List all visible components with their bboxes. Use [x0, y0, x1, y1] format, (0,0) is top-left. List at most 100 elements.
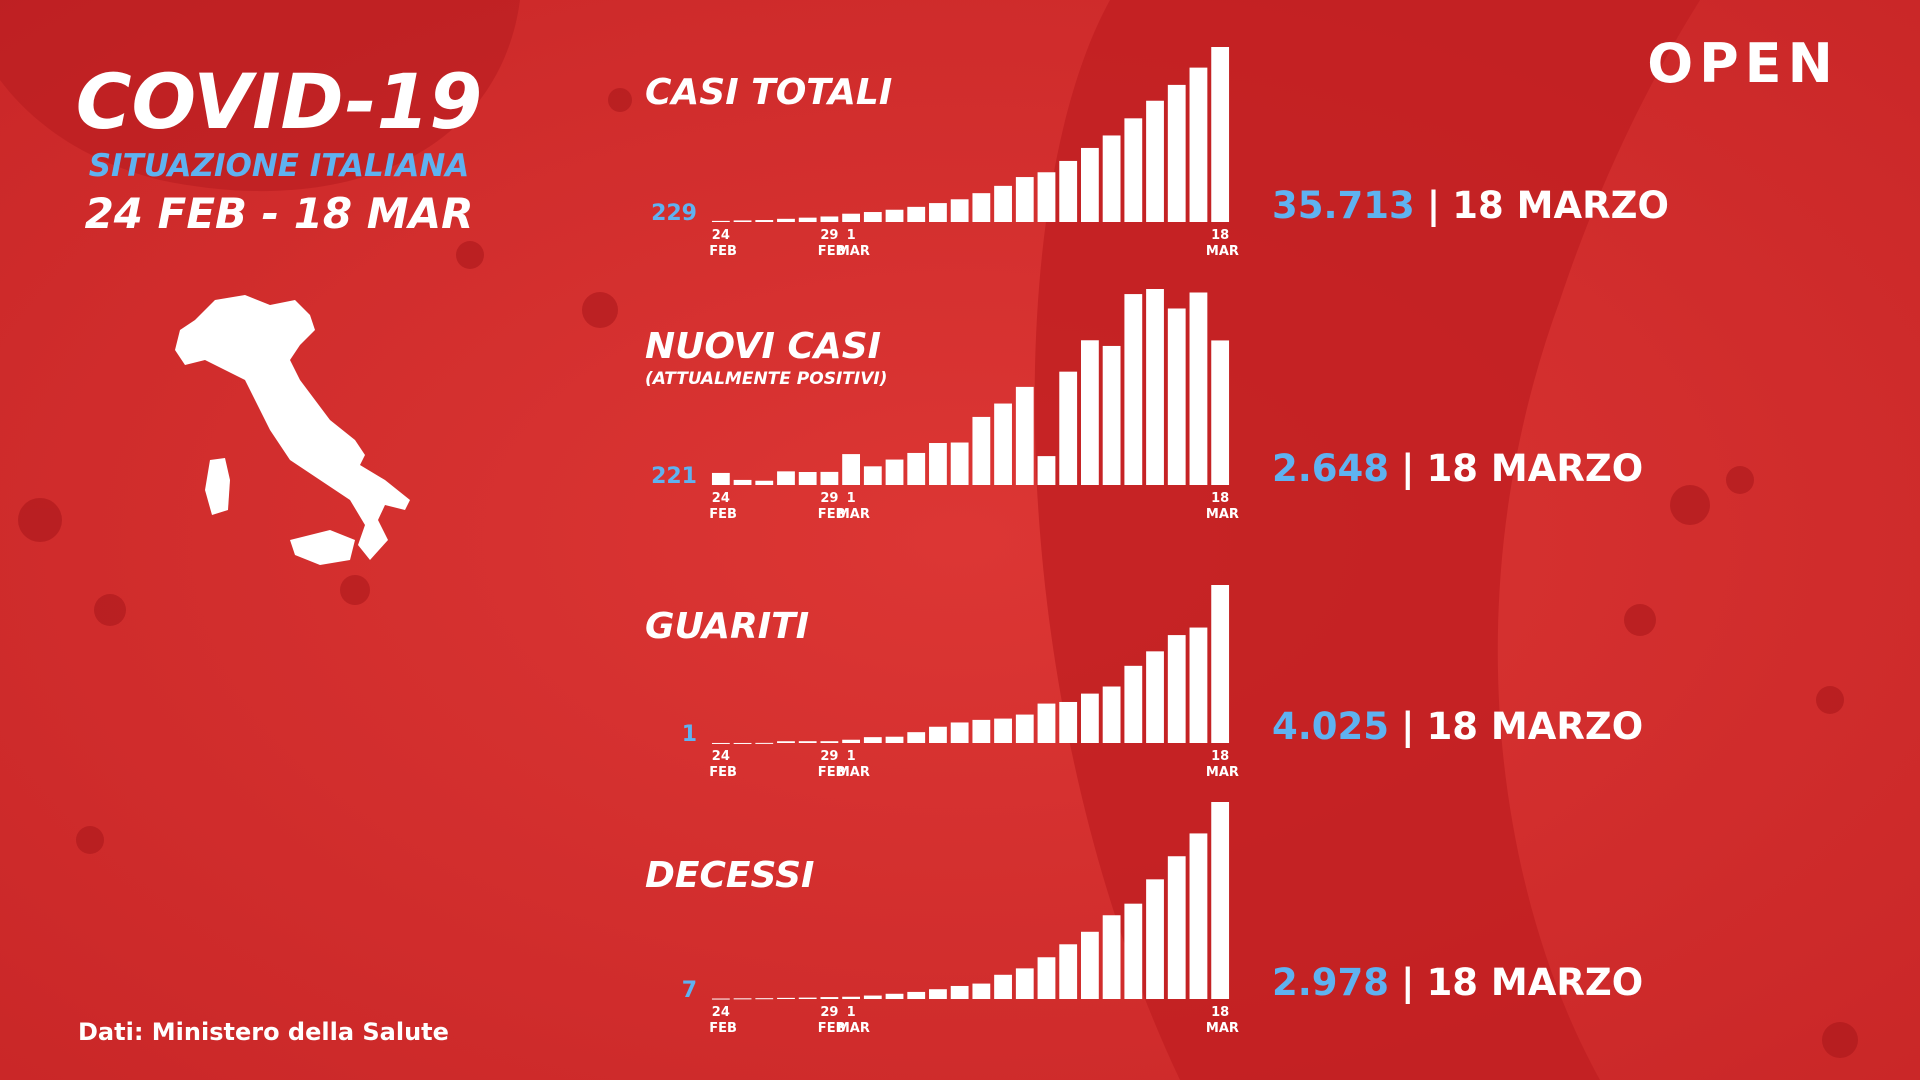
bar	[1124, 903, 1143, 999]
bar	[885, 209, 904, 222]
highlight-date: 18 MARZO	[1427, 705, 1644, 748]
highlight-separator: |	[1401, 705, 1415, 748]
bar	[950, 985, 969, 999]
bar	[777, 741, 795, 743]
bar	[863, 212, 882, 222]
bar	[1211, 802, 1230, 999]
background-shape	[0, 0, 520, 192]
period: 24 FEB - 18 MAR	[85, 189, 474, 238]
highlight-separator: |	[1427, 184, 1441, 227]
bar	[1167, 308, 1186, 485]
x-tick-label: 1 MAR	[832, 228, 870, 259]
bar	[1189, 67, 1208, 222]
bar	[1080, 693, 1099, 743]
bar	[820, 741, 839, 743]
bar	[820, 216, 839, 222]
bar	[711, 742, 730, 744]
sicily	[290, 530, 355, 565]
bar	[950, 199, 969, 222]
last-value-label: 2.978 | 18 MARZO	[1272, 961, 1643, 1004]
bar	[711, 472, 730, 485]
x-tick-label: 1 MAR	[832, 1005, 870, 1036]
highlight-value-label: 35.713	[1272, 184, 1415, 227]
bar	[733, 742, 752, 744]
bar	[1059, 944, 1078, 999]
bar	[711, 998, 730, 1000]
first-value-label: 229	[651, 201, 697, 226]
bar	[1146, 651, 1164, 743]
bar	[755, 998, 774, 1000]
bar	[1080, 931, 1099, 999]
bar	[798, 217, 817, 222]
bar	[1037, 172, 1056, 222]
bar	[1015, 968, 1034, 999]
bar	[820, 471, 839, 485]
bar	[1124, 665, 1143, 743]
bar	[863, 737, 882, 743]
chart-title: DECESSI	[645, 855, 814, 896]
chart-subtitle: (ATTUALMENTE POSITIVI)	[645, 369, 887, 389]
background-shape	[1034, 0, 1700, 1080]
chart-title: CASI TOTALI	[645, 72, 892, 113]
x-tick-label: 18 MAR	[1201, 749, 1239, 780]
title: COVID-19	[76, 57, 483, 146]
bar	[1102, 915, 1121, 999]
bar	[907, 991, 926, 999]
bar	[929, 203, 947, 222]
bar	[1015, 386, 1034, 485]
bar	[1102, 686, 1121, 743]
x-tick-label: 24 FEB	[705, 749, 737, 780]
last-value-label: 35.713 | 18 MARZO	[1272, 184, 1669, 227]
bar	[755, 220, 774, 222]
bar	[1124, 118, 1143, 222]
bar	[777, 218, 795, 222]
x-tick-label: 29 FEB	[813, 1005, 845, 1036]
first-value-label: 1	[682, 722, 697, 747]
bar	[1102, 135, 1121, 222]
bar	[907, 732, 926, 743]
bar	[1189, 833, 1208, 999]
bar	[1037, 957, 1056, 999]
bar	[1167, 84, 1186, 222]
bar	[711, 220, 730, 222]
highlight-value-label: 2.978	[1272, 961, 1389, 1004]
bar	[972, 416, 991, 485]
bar	[755, 480, 774, 485]
bar	[1167, 856, 1186, 999]
x-tick-label: 24 FEB	[705, 228, 737, 259]
bar	[820, 997, 839, 999]
bar	[994, 974, 1012, 999]
x-tick-label: 1 MAR	[832, 491, 870, 522]
bar	[798, 997, 817, 999]
bar	[1211, 47, 1230, 222]
source: Dati: Ministero della Salute	[78, 1018, 449, 1046]
bar	[1015, 714, 1034, 743]
bar	[929, 443, 947, 485]
last-value-label: 2.648 | 18 MARZO	[1272, 447, 1643, 490]
bar	[950, 722, 969, 743]
bar	[1037, 456, 1056, 485]
bar	[798, 741, 817, 743]
bar	[929, 726, 947, 743]
bar	[1015, 177, 1034, 222]
logo: OPEN	[1647, 32, 1839, 95]
x-tick-label: 24 FEB	[705, 1005, 737, 1036]
bar	[733, 220, 752, 222]
bar	[1059, 160, 1078, 222]
bar	[798, 472, 817, 485]
x-tick-label: 18 MAR	[1201, 228, 1239, 259]
x-tick-label: 18 MAR	[1201, 491, 1239, 522]
bar	[777, 997, 795, 999]
bar	[842, 213, 861, 222]
x-tick-label: 24 FEB	[705, 491, 737, 522]
chart-title: NUOVI CASI	[645, 326, 881, 367]
x-tick-label: 1 MAR	[832, 749, 870, 780]
bar	[1211, 585, 1230, 743]
bar	[972, 719, 991, 743]
bar	[842, 996, 861, 999]
highlight-value-label: 2.648	[1272, 447, 1389, 490]
bar	[1146, 879, 1164, 999]
bar	[842, 454, 861, 485]
highlight-date: 18 MARZO	[1452, 184, 1669, 227]
